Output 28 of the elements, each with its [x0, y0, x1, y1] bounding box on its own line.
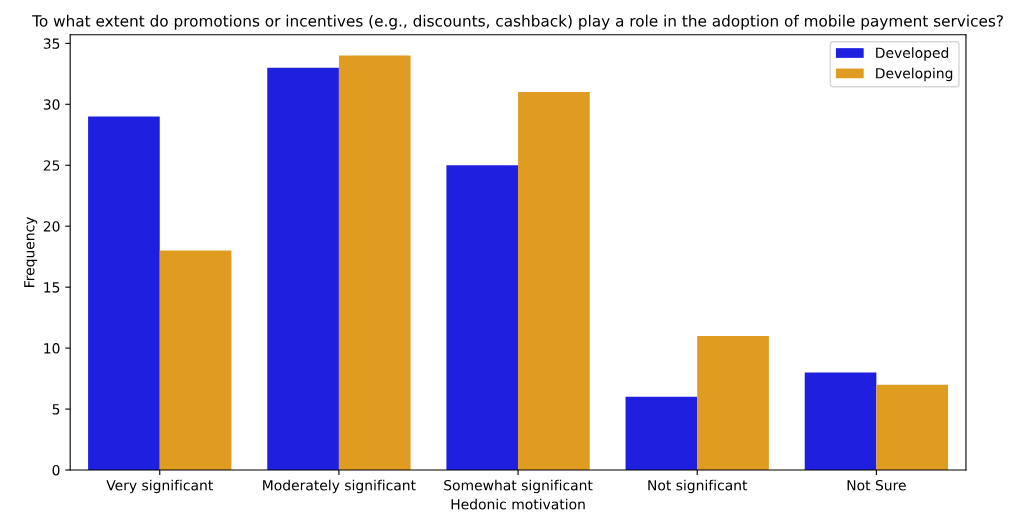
y-axis-title: Frequency [24, 216, 38, 287]
bar [338, 55, 411, 471]
y-tick-label: 5 [52, 404, 60, 415]
legend-label: Developing [876, 67, 953, 82]
bar [625, 396, 698, 471]
x-axis-title: Hedonic motivation [451, 498, 585, 510]
chart-title: To what extent do promotions or incentives (e.g., discounts, cashback) play a role in the adoption of mobile payment services? [32, 14, 1003, 30]
bar [876, 384, 949, 471]
bar [88, 116, 160, 471]
y-tick-label: 20 [43, 221, 60, 232]
bar [446, 165, 519, 471]
x-tick-label: Not significant [648, 479, 748, 494]
bar [697, 335, 769, 471]
x-tick-label: Moderately significant [263, 479, 416, 494]
bar [159, 250, 232, 471]
bar [804, 372, 877, 471]
x-tick-label: Somewhat significant [444, 479, 593, 494]
x-tick-label: Not Sure [847, 479, 906, 491]
y-tick-label: 15 [44, 282, 60, 293]
y-tick-label: 35 [43, 38, 60, 49]
y-tick-label: 10 [44, 343, 60, 354]
bar [518, 92, 590, 471]
x-tick-label: Very significant [106, 479, 213, 494]
y-tick-label: 30 [43, 99, 60, 110]
y-tick-label: 0 [52, 464, 60, 476]
bar [267, 67, 339, 471]
y-tick-label: 25 [43, 160, 60, 171]
legend-label: Developed [876, 47, 949, 61]
